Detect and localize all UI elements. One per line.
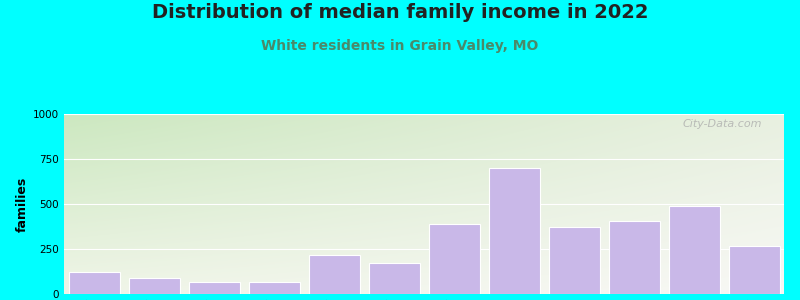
Bar [369,262,419,294]
Bar [489,168,539,294]
Bar [249,282,299,294]
Bar [429,224,479,294]
Bar [549,226,599,294]
Bar [309,255,359,294]
Bar [189,282,239,294]
Bar [129,278,179,294]
Bar [669,206,719,294]
Bar [729,246,779,294]
Text: Distribution of median family income in 2022: Distribution of median family income in … [152,3,648,22]
Text: White residents in Grain Valley, MO: White residents in Grain Valley, MO [262,39,538,53]
Text: City-Data.com: City-Data.com [683,119,762,129]
Bar [609,221,659,294]
Y-axis label: families: families [16,176,29,232]
Bar [69,272,119,294]
